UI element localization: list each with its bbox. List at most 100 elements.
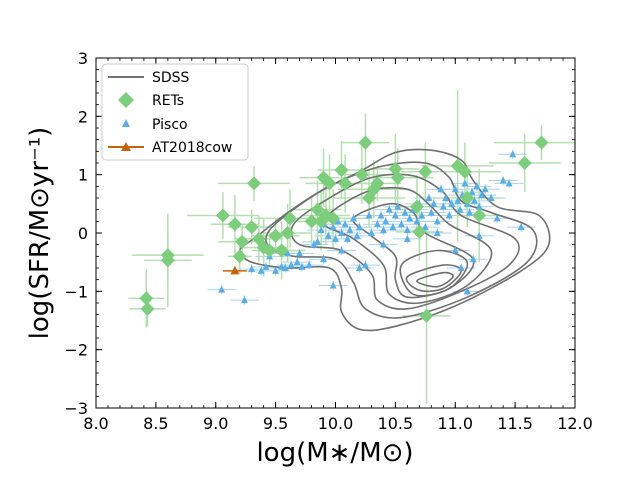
pisco-point	[298, 262, 306, 270]
x-tick-label: 8.5	[143, 414, 168, 433]
ret-point	[280, 226, 295, 240]
pisco-point	[442, 194, 450, 201]
ret-point	[268, 228, 283, 243]
pisco-point	[421, 223, 429, 231]
pisco-point	[430, 199, 438, 207]
pisco-point	[365, 211, 373, 219]
pisco-point	[337, 246, 345, 254]
ret-point	[354, 167, 369, 182]
x-tick-labels: 8.0 8.5 9.0 9.5 10.0 10.5 11.0 11.5 12.0	[83, 414, 593, 433]
y-tick-label: 3	[78, 49, 88, 68]
pisco-point	[320, 255, 328, 263]
ret-point	[262, 243, 277, 258]
x-tick-label: 10.0	[318, 414, 354, 433]
pisco-point	[379, 240, 387, 248]
pisco-point	[433, 229, 441, 236]
ret-point	[412, 224, 427, 239]
pisco-point	[293, 258, 301, 266]
ret-point	[310, 202, 325, 217]
ret-point	[517, 156, 532, 170]
pisco-point	[334, 217, 342, 225]
cow-point	[230, 265, 240, 275]
pisco-point	[469, 255, 477, 263]
x-tick-label: 11.5	[497, 414, 533, 433]
pisco-point	[456, 205, 464, 213]
ret-point	[534, 135, 549, 150]
ret-point	[139, 291, 154, 306]
pisco-point	[353, 231, 361, 239]
ret-points	[139, 135, 549, 323]
pisco-point	[284, 249, 292, 257]
ret-point	[274, 243, 289, 258]
x-tick-label: 10.5	[378, 414, 414, 433]
pisco-point	[329, 223, 337, 231]
ret-point	[322, 176, 337, 191]
y-tick-label: −3	[64, 399, 88, 418]
pisco-point	[451, 246, 459, 254]
pisco-point	[385, 205, 393, 213]
legend-box	[101, 63, 249, 161]
pisco-point	[287, 261, 295, 269]
pisco-point	[493, 214, 501, 222]
pisco-point	[487, 194, 495, 201]
ret-point	[304, 214, 319, 229]
pisco-point	[468, 188, 476, 196]
pisco-point	[296, 249, 304, 257]
pisco-point	[314, 237, 322, 245]
ret-point	[235, 234, 250, 249]
pisco-point	[355, 223, 363, 231]
x-tick-label: 11.0	[437, 414, 473, 433]
ret-point	[334, 163, 349, 177]
legend-rets-diamond	[118, 92, 134, 108]
y-tick-label: 0	[78, 224, 88, 243]
pisco-point	[433, 217, 441, 225]
pisco-point	[317, 226, 325, 234]
ret-point	[409, 199, 424, 214]
pisco-point	[389, 223, 397, 231]
ret-point	[418, 164, 433, 179]
legend-rets-label: RETs	[152, 93, 184, 109]
ret-point	[460, 191, 475, 205]
legend-pisco-label: Pisco	[152, 117, 188, 133]
pisco-point	[397, 220, 405, 228]
pisco-point	[437, 185, 445, 193]
pisco-point	[218, 285, 226, 293]
pisco-point	[473, 182, 481, 190]
axis-ticks	[95, 57, 576, 409]
pisco-point	[517, 223, 525, 231]
ret-point	[358, 135, 373, 150]
pisco-point	[470, 196, 478, 204]
pisco-point	[463, 287, 471, 295]
x-tick-label: 8.0	[83, 414, 108, 433]
sdss-contour	[265, 161, 538, 319]
ret-point	[370, 176, 385, 191]
ret-point	[457, 164, 472, 179]
pisco-point	[505, 179, 513, 187]
pisco-point	[377, 211, 385, 219]
pisco-point	[305, 261, 313, 269]
y-tick-label: 1	[78, 166, 88, 185]
pisco-point	[418, 211, 426, 219]
pisco-point	[451, 185, 459, 193]
legend: SDSS RETs Pisco AT2018cow	[101, 63, 249, 161]
pisco-point	[248, 265, 256, 273]
ret-point	[140, 301, 155, 316]
pisco-point	[310, 240, 318, 248]
pisco-point	[346, 226, 354, 234]
pisco-point	[461, 179, 469, 187]
pisco-point	[240, 296, 248, 304]
pisco-point	[391, 211, 399, 219]
ret-point	[160, 253, 175, 268]
sdss-contour	[399, 249, 469, 297]
y-axis-label: log(SFR/M⊙yr⁻¹)	[25, 127, 55, 340]
pisco-point	[341, 220, 349, 228]
x-tick-label: 9.0	[203, 414, 228, 433]
x-tick-label: 9.5	[263, 414, 288, 433]
pisco-point	[403, 234, 411, 242]
pisco-point	[457, 264, 465, 271]
pisco-point	[257, 266, 265, 274]
pisco-point	[367, 229, 375, 236]
y-tick-labels: −3 −2 −1 0 1 2 3	[64, 49, 88, 418]
pisco-point	[448, 199, 456, 207]
